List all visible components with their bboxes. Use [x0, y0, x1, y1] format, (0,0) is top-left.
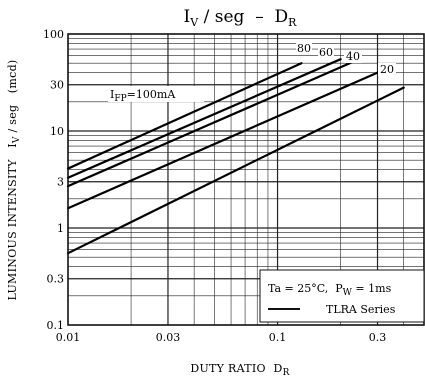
- series-line-20: [66, 86, 405, 255]
- plot-frame: [67, 33, 425, 326]
- legend: Ta = 25°C, PW = 1ms TLRA Series: [259, 269, 425, 323]
- y-tick-label: 100: [43, 28, 64, 41]
- curve-label-20: 20: [380, 63, 394, 76]
- x-tick-label: 0.03: [156, 331, 181, 344]
- y-axis-label-left: LUMINOUS INTENSITY I: [6, 143, 19, 300]
- x-axis-label-main: DUTY RATIO D: [190, 362, 282, 375]
- series-line-80: [66, 58, 342, 179]
- x-tick-label: 0.3: [369, 331, 387, 344]
- y-tick-label: 1: [57, 222, 64, 235]
- curve-label-100ma-i: I: [110, 88, 114, 101]
- legend-box: [259, 269, 425, 323]
- curve-label-100ma: IFP=100mA: [110, 88, 176, 104]
- curve-label-bg: [108, 86, 204, 102]
- chart-title: IV / seg – DR: [184, 7, 298, 29]
- y-axis-label: LUMINOUS INTENSITY IV / seg (mcd): [6, 59, 22, 300]
- y-axis-label-right: / seg (mcd): [6, 59, 19, 136]
- curve-labels: IFP=100mA 80 60 40 20: [108, 42, 396, 104]
- chart-title-sub: V: [189, 16, 199, 29]
- series-line-100ma: [66, 62, 303, 170]
- legend-condition-post: = 1ms: [352, 282, 392, 295]
- legend-condition: Ta = 25°C, PW = 1ms: [268, 282, 392, 298]
- legend-condition-pre: Ta = 25°C, P: [268, 282, 343, 295]
- series-line-40: [66, 71, 379, 210]
- x-axis-label: DUTY RATIO DR: [190, 362, 289, 378]
- chart-title-main: I: [184, 7, 191, 27]
- series-line-60: [66, 57, 363, 188]
- y-axis-label-sub: V: [12, 136, 22, 144]
- x-axis-label-sub: R: [283, 368, 290, 378]
- x-tick-labels: 0.01 0.03 0.1 0.3: [56, 331, 387, 344]
- chart-title-rest: / seg – D: [198, 7, 288, 27]
- legend-series-label: TLRA Series: [326, 303, 396, 316]
- series-lines: [66, 57, 405, 255]
- y-tick-label: 10: [50, 125, 64, 138]
- x-tick-label: 0.1: [269, 331, 287, 344]
- y-tick-labels: 100 30 10 3 1 0.3 0.1: [43, 28, 64, 332]
- x-tick-label: 0.01: [56, 331, 81, 344]
- curve-label-40: 40: [346, 50, 360, 63]
- curve-label-100ma-rest: =100mA: [127, 88, 177, 101]
- chart-title-sub2: R: [288, 16, 297, 29]
- y-tick-label: 3: [57, 176, 64, 189]
- curve-label-60: 60: [319, 46, 333, 59]
- legend-condition-sub: W: [343, 288, 353, 298]
- y-tick-label: 0.3: [47, 273, 65, 286]
- curve-label-100ma-sub: FP: [114, 94, 126, 104]
- y-tick-label: 0.1: [47, 319, 65, 332]
- curve-label-80: 80: [297, 42, 311, 55]
- y-tick-label: 30: [50, 79, 64, 92]
